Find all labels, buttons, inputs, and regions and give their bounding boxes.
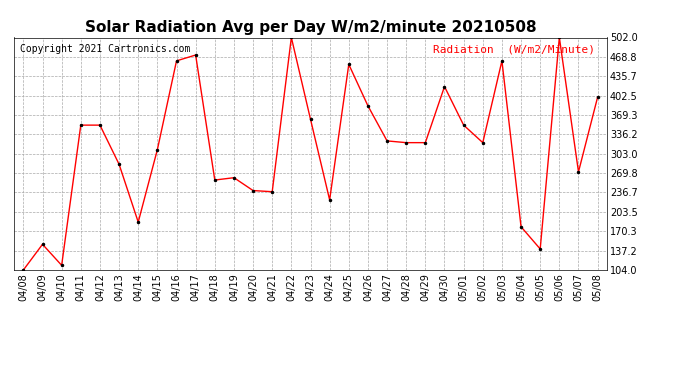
Radiation  (W/m2/Minute) (497, 58, 506, 63)
Radiation  (W/m2/Minute) (115, 162, 124, 166)
Line: Radiation  (W/m2/Minute): Radiation (W/m2/Minute) (21, 35, 600, 272)
Radiation  (W/m2/Minute) (192, 53, 200, 57)
Radiation  (W/m2/Minute) (306, 117, 315, 122)
Radiation  (W/m2/Minute) (19, 268, 28, 272)
Title: Solar Radiation Avg per Day W/m2/minute 20210508: Solar Radiation Avg per Day W/m2/minute … (85, 20, 536, 35)
Text: Copyright 2021 Cartronics.com: Copyright 2021 Cartronics.com (20, 45, 190, 54)
Radiation  (W/m2/Minute) (77, 123, 85, 128)
Radiation  (W/m2/Minute) (364, 104, 372, 108)
Radiation  (W/m2/Minute) (574, 170, 582, 174)
Radiation  (W/m2/Minute) (460, 123, 468, 128)
Text: Radiation  (W/m2/Minute): Radiation (W/m2/Minute) (433, 45, 595, 54)
Radiation  (W/m2/Minute) (57, 263, 66, 268)
Radiation  (W/m2/Minute) (479, 140, 487, 145)
Radiation  (W/m2/Minute) (421, 140, 429, 145)
Radiation  (W/m2/Minute) (210, 178, 219, 182)
Radiation  (W/m2/Minute) (249, 188, 257, 193)
Radiation  (W/m2/Minute) (134, 220, 142, 224)
Radiation  (W/m2/Minute) (268, 189, 277, 194)
Radiation  (W/m2/Minute) (153, 147, 161, 152)
Radiation  (W/m2/Minute) (326, 198, 334, 202)
Radiation  (W/m2/Minute) (593, 95, 602, 99)
Radiation  (W/m2/Minute) (39, 242, 47, 246)
Radiation  (W/m2/Minute) (555, 35, 564, 40)
Radiation  (W/m2/Minute) (344, 62, 353, 67)
Radiation  (W/m2/Minute) (536, 247, 544, 251)
Radiation  (W/m2/Minute) (383, 139, 391, 143)
Radiation  (W/m2/Minute) (440, 84, 449, 89)
Radiation  (W/m2/Minute) (287, 35, 295, 40)
Radiation  (W/m2/Minute) (517, 225, 525, 229)
Radiation  (W/m2/Minute) (402, 140, 411, 145)
Radiation  (W/m2/Minute) (230, 176, 238, 180)
Radiation  (W/m2/Minute) (96, 123, 104, 128)
Radiation  (W/m2/Minute) (172, 58, 181, 63)
